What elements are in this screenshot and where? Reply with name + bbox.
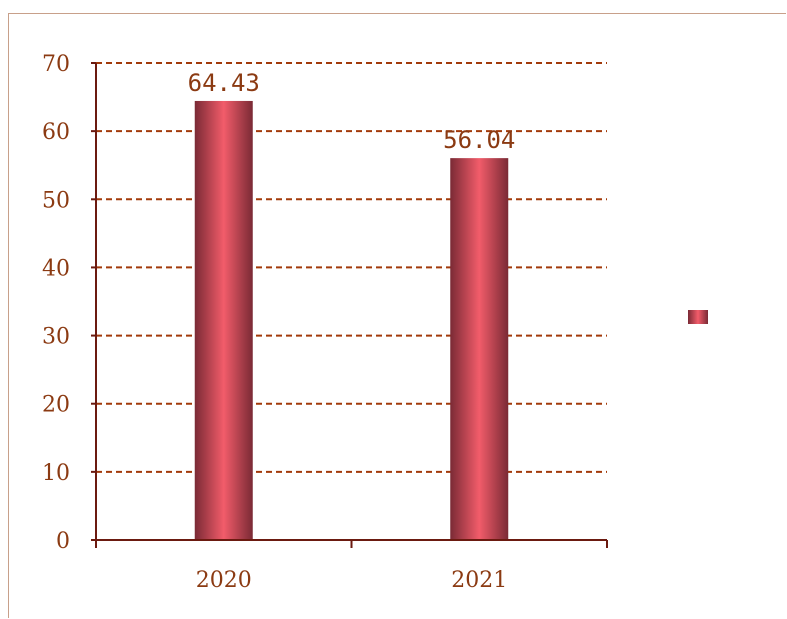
labels: 0 10 20 30 40 50 60 70 64.43 2020 56.04 2021 (42, 52, 515, 593)
y-tick-label: 40 (42, 256, 70, 281)
y-tick-label: 0 (56, 529, 70, 554)
gridlines (96, 62, 607, 473)
x-tick-label: 2020 (196, 568, 252, 593)
y-tick-label: 10 (42, 461, 70, 486)
legend-swatch (688, 310, 708, 324)
y-tick-label: 20 (42, 393, 70, 418)
bars (194, 100, 509, 541)
y-tick-label: 70 (42, 52, 70, 77)
bar-2020 (194, 100, 253, 541)
bar-2021 (450, 158, 509, 540)
axes (91, 62, 608, 548)
y-tick-label: 60 (42, 120, 70, 145)
y-tick-label: 50 (42, 188, 70, 213)
data-label: 64.43 (188, 69, 260, 97)
data-label: 56.04 (443, 126, 515, 154)
y-tick-label: 30 (42, 325, 70, 350)
chart-frame (8, 13, 786, 618)
x-tick-label: 2021 (451, 568, 507, 593)
